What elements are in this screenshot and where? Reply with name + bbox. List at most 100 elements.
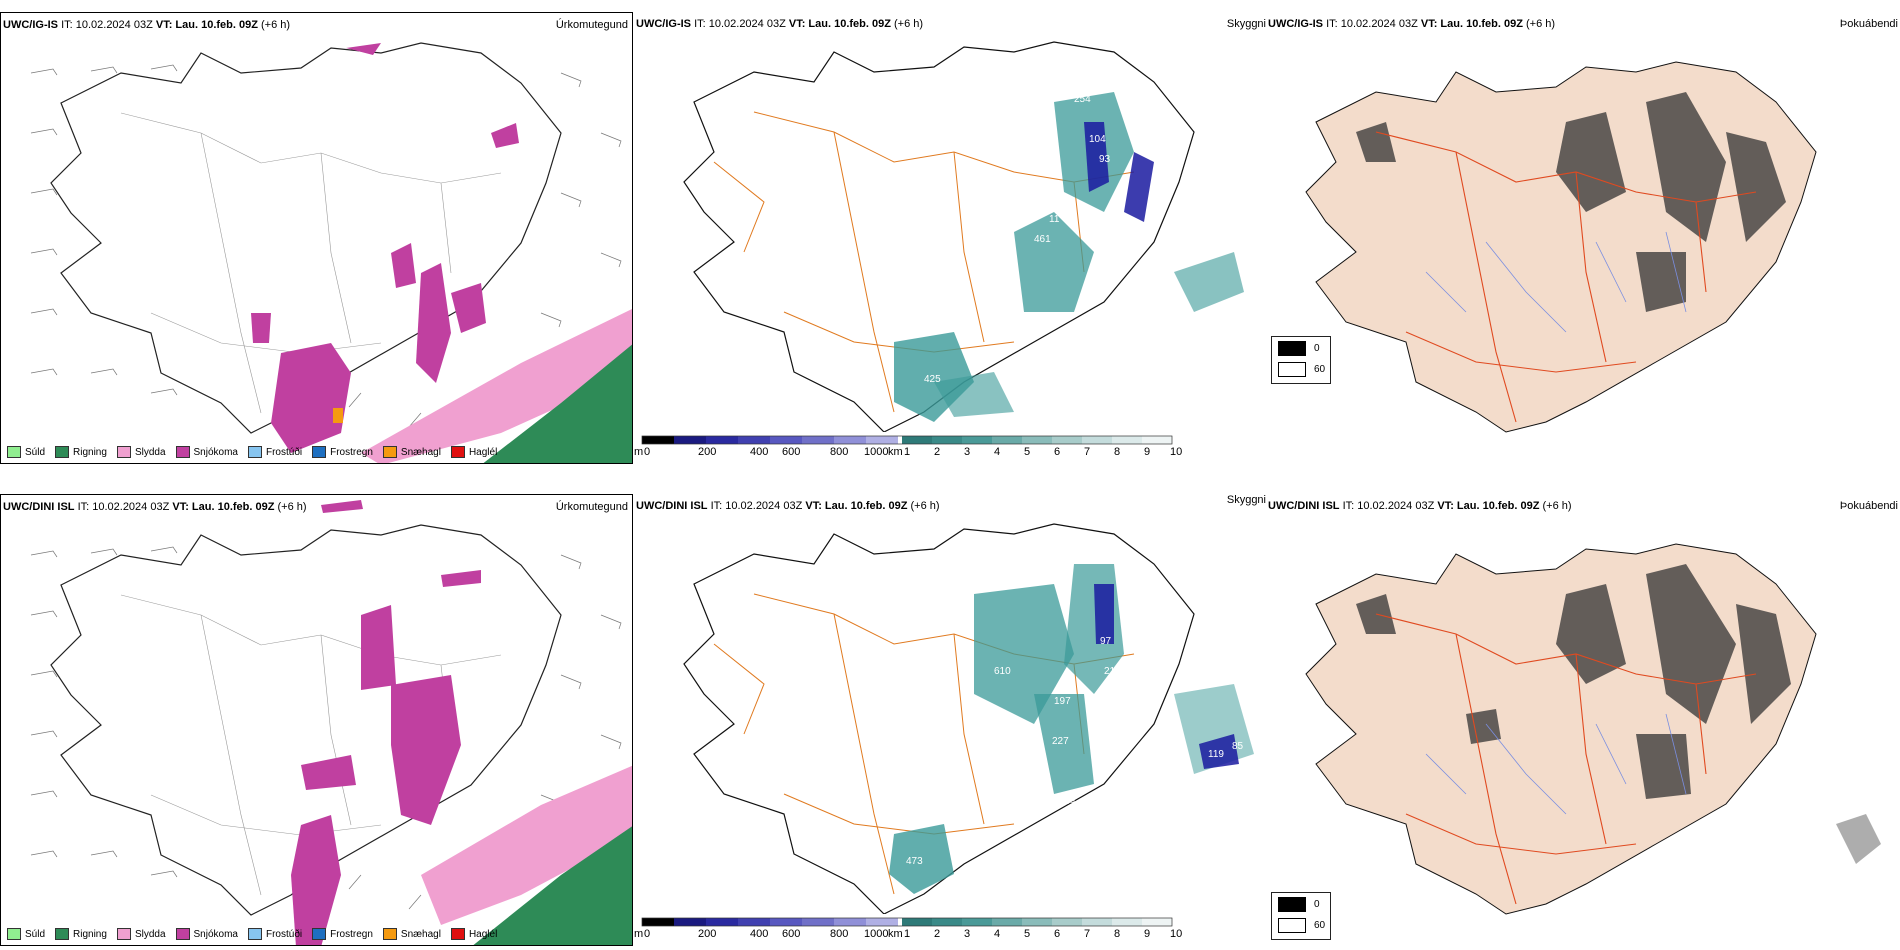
precip-legend: Súld Rigning Slydda Snjókoma Frostúði Fr… <box>1 923 497 945</box>
panel-title: Skyggni <box>1226 18 1266 30</box>
lead-time: (+6 h) <box>910 500 940 512</box>
precip-map <box>30 500 632 945</box>
scale-tick: 6 <box>1054 446 1061 458</box>
scale-unit-km: km <box>888 446 903 458</box>
valid-time-label: VT: <box>1420 18 1438 30</box>
vis-value: 97 <box>1100 636 1112 647</box>
scale-tick: 1000 <box>864 928 889 940</box>
fog-legend-row: 0 <box>1278 897 1320 912</box>
legend-item: Frostregn <box>312 446 373 458</box>
swatch-hail <box>450 928 465 940</box>
swatch-rain <box>55 928 70 940</box>
visibility-fields <box>889 564 1254 894</box>
legend-item: Haglél <box>450 928 497 940</box>
vis-value: 464 <box>1059 796 1076 807</box>
vis-value: 21 <box>1104 666 1116 677</box>
scale-tick: 9 <box>1144 446 1151 458</box>
scale-tick: 600 <box>782 928 801 940</box>
scale-tick: 3 <box>964 446 971 458</box>
valid-time: Lau. 10.feb. 09Z <box>1440 18 1523 30</box>
lead-time: (+6 h) <box>261 19 291 31</box>
swatch-fog-0 <box>1278 341 1306 356</box>
valid-time-label: VT: <box>1437 500 1454 512</box>
panel-header: UWC/IG-IS IT: 10.02.2024 03Z VT: Lau. 10… <box>3 19 290 31</box>
valid-time-label: VT: <box>805 500 822 512</box>
scale-tick: 9 <box>1144 928 1151 940</box>
legend-item: Snjókoma <box>175 928 238 940</box>
visibility-scale: m 0 200 400 600 800 1000 km 1 2 3 4 5 6 … <box>634 916 1266 946</box>
legend-item: Rigning <box>55 446 107 458</box>
legend-item: Snæhagl <box>382 446 441 458</box>
fog-legend-row: 0 <box>1278 341 1320 356</box>
swatch-drizzle <box>7 446 21 458</box>
fog-legend: 0 60 <box>1271 336 1331 384</box>
scale-tick: 6 <box>1054 928 1061 940</box>
lead-time: (+6 h) <box>1542 500 1572 512</box>
legend-item: Súld <box>7 928 45 940</box>
visibility-colorbar <box>641 435 1173 445</box>
swatch-fog-60 <box>1278 362 1306 377</box>
scale-tick: 800 <box>830 928 849 940</box>
panel-title: Þokuábendi <box>1839 18 1898 30</box>
precip-panel-row2: UWC/DINI ISL IT: 10.02.2024 03Z VT: Lau.… <box>0 494 633 946</box>
visibility-map: 425 461 494 93 104 254 11 13 <box>683 41 1244 432</box>
scale-tick: 4 <box>994 446 1001 458</box>
valid-time-label: VT: <box>155 19 173 31</box>
scale-tick: 8 <box>1114 446 1121 458</box>
fog-map <box>1305 543 1881 915</box>
swatch-sleet <box>116 928 131 940</box>
iceland-land <box>1305 61 1817 433</box>
scale-tick: 400 <box>750 446 769 458</box>
roads <box>1375 613 1757 905</box>
panel-header: UWC/DINI ISL IT: 10.02.2024 03Z VT: Lau.… <box>1268 500 1572 512</box>
scale-tick: 200 <box>698 928 717 940</box>
legend-item: Snæhagl <box>382 928 441 940</box>
fog-legend-row: 60 <box>1278 918 1325 933</box>
offshore-fog-patch <box>1836 814 1881 864</box>
legend-item: Slydda <box>116 928 166 940</box>
scale-unit-m: m <box>634 928 644 940</box>
scale-tick: 400 <box>750 928 769 940</box>
lead-time: (+6 h) <box>1526 18 1556 30</box>
visibility-panel-row2: UWC/DINI ISL IT: 10.02.2024 03Z VT: Lau.… <box>634 494 1266 946</box>
visibility-values: 473 464 227 197 610 97 119 85 21 <box>906 636 1244 867</box>
visibility-values: 425 461 494 93 104 254 11 13 <box>924 94 1126 385</box>
scale-tick: 10 <box>1170 446 1183 458</box>
legend-item: Haglél <box>450 446 497 458</box>
swatch-freezing-rain <box>312 928 327 940</box>
legend-item: Slydda <box>116 446 166 458</box>
visibility-panel-row1: UWC/IG-IS IT: 10.02.2024 03Z VT: Lau. 10… <box>634 12 1266 464</box>
swatch-sleet <box>116 446 131 458</box>
init-time: IT: 10.02.2024 03Z <box>1342 500 1435 512</box>
valid-time: Lau. 10.feb. 09Z <box>191 501 275 513</box>
legend-item: Frostúði <box>247 928 302 940</box>
swatch-snow-pellets <box>382 446 397 458</box>
lead-time: (+6 h) <box>277 501 307 513</box>
init-time: IT: 10.02.2024 03Z <box>1326 18 1418 30</box>
visibility-fields <box>894 92 1244 422</box>
vis-value: 610 <box>994 666 1011 677</box>
scale-tick: 5 <box>1024 928 1031 940</box>
scale-tick: 2 <box>934 928 941 940</box>
swatch-fog-0 <box>1278 897 1306 912</box>
scale-tick: 1 <box>904 928 911 940</box>
precip-fields <box>291 500 632 945</box>
vis-value: 254 <box>1074 94 1091 105</box>
init-time: IT: 10.02.2024 03Z <box>710 500 803 512</box>
precip-panel-row1: UWC/IG-IS IT: 10.02.2024 03Z VT: Lau. 10… <box>0 12 633 464</box>
fog-panel-row1: UWC/IG-IS IT: 10.02.2024 03Z VT: Lau. 10… <box>1266 12 1900 464</box>
panel-title: Úrkomutegund <box>555 19 628 31</box>
rivers <box>1425 231 1687 333</box>
scale-tick: 0 <box>644 928 651 940</box>
panel-title: Þokuábendi <box>1839 500 1898 512</box>
vis-value: 473 <box>906 856 923 867</box>
scale-tick: 200 <box>698 446 717 458</box>
panel-header: UWC/DINI ISL IT: 10.02.2024 03Z VT: Lau.… <box>636 500 940 512</box>
vis-value: 227 <box>1052 736 1069 747</box>
swatch-fog-60 <box>1278 918 1306 933</box>
legend-item: Snjókoma <box>175 446 238 458</box>
scale-tick: 8 <box>1114 928 1121 940</box>
panel-title: Úrkomutegund <box>555 501 628 513</box>
valid-time: Lau. 10.feb. 09Z <box>808 18 891 30</box>
panel-title: Skyggni <box>1226 494 1266 506</box>
